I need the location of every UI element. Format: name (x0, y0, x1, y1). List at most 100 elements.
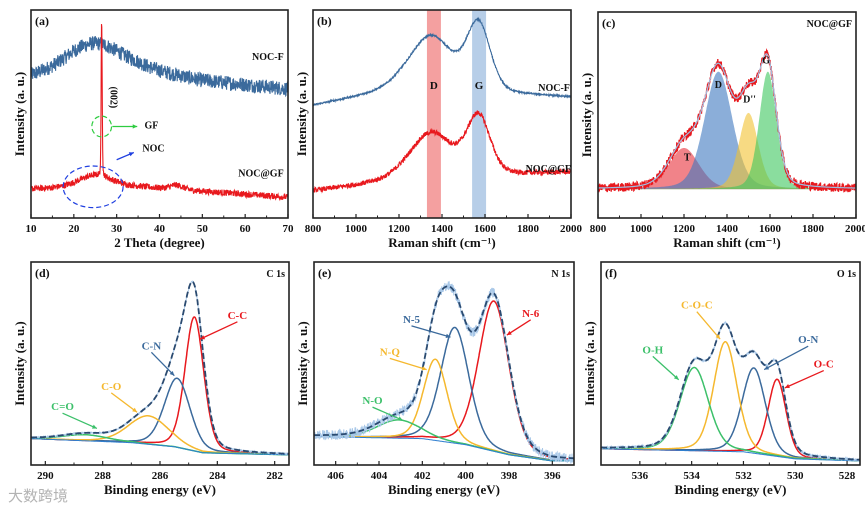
corner-label: NOC@GF (807, 19, 852, 30)
peak-label: O-C (814, 359, 834, 371)
corner-label: N 1s (551, 269, 570, 280)
background-line (314, 436, 574, 462)
panel-e: 406 404 402 400 398 396 Binding energy (eV) Int… (295, 261, 575, 497)
ellipse-GF (91, 115, 113, 138)
x-tick-label: 60 (240, 223, 252, 235)
x-tick-label: 404 (371, 470, 388, 482)
watermark: 大数跨境 (8, 487, 69, 505)
peak-D (598, 71, 856, 190)
x-tick-label: 288 (94, 470, 111, 482)
peak-label: C=O (51, 401, 74, 413)
x-tick-label: 800 (305, 223, 322, 235)
panel-label: (d) (35, 266, 50, 280)
plot-area (31, 280, 289, 456)
arrowhead-icon (91, 424, 97, 429)
panel-d: 290 288 286 284 282 Binding energy (eV) Intens… (12, 261, 290, 497)
arrowhead-icon (673, 375, 679, 380)
x-tick-label: 282 (266, 470, 283, 482)
fit-envelope (598, 53, 856, 189)
panel-label: (e) (318, 266, 331, 280)
peak-T (598, 148, 856, 190)
x-tick-label: 1600 (759, 223, 782, 235)
arrowhead-icon (764, 365, 770, 370)
x-tick-label: 396 (544, 470, 561, 482)
x-tick-label: 286 (152, 470, 169, 482)
plot-area (314, 280, 574, 464)
panel-b: 800 1000 1200 1400 1600 1800 2000 Raman shift (… (294, 9, 583, 250)
panel-label: (b) (317, 14, 332, 28)
y-axis-label: Intensity (a. u.) (12, 321, 27, 406)
arrow-O-C (784, 369, 825, 389)
annotation-label: GF (145, 121, 159, 132)
peak-label: C-O-C (681, 300, 713, 312)
peak-label: O-N (798, 334, 818, 346)
x-tick-label: 20 (68, 223, 80, 235)
background-line (31, 438, 289, 456)
x-axis-label: Raman shift (cm⁻¹) (673, 235, 781, 250)
arrow-C-C (199, 321, 238, 340)
arrowhead-icon (715, 334, 721, 340)
y-axis-label: Intensity (a. u.) (582, 321, 597, 406)
arrowhead-icon (128, 152, 134, 157)
arrow-C-O-C (696, 311, 721, 340)
x-tick-label: 1200 (388, 223, 411, 235)
peak-label: N-Q (380, 346, 401, 358)
panel-label: (a) (35, 14, 49, 28)
series-NOC-F (313, 16, 571, 107)
x-tick-label: 30 (111, 223, 123, 235)
x-tick-label: 530 (787, 470, 804, 482)
corner-label: O 1s (837, 269, 856, 280)
peak-label: T (684, 152, 691, 163)
series-label: NOC@GF (526, 164, 571, 175)
arrow-C-N (150, 351, 175, 377)
x-tick-label: 1200 (673, 223, 696, 235)
fit-envelope (314, 285, 574, 460)
series-NOC@GF (31, 24, 288, 202)
background-line (601, 448, 860, 462)
arrow-N-O (372, 406, 404, 421)
x-tick-label: 70 (283, 223, 295, 235)
peak-N-O (314, 419, 574, 462)
y-axis-label: Intensity (a. u.) (294, 72, 309, 157)
arrow-O-H (652, 355, 680, 381)
peak-label: C-N (142, 340, 162, 352)
x-axis-label: Raman shift (cm⁻¹) (388, 235, 496, 250)
x-tick-label: 1400 (431, 223, 454, 235)
x-tick-label: 50 (197, 223, 209, 235)
panel-label: (c) (602, 16, 615, 30)
x-tick-label: 528 (839, 470, 856, 482)
band-label: D (430, 80, 438, 92)
x-tick-label: 10 (26, 223, 38, 235)
arrowhead-icon (784, 384, 790, 389)
raw-data (598, 47, 856, 193)
x-tick-label: 534 (683, 470, 700, 482)
band-label: G (475, 80, 484, 92)
panel-label: (f) (605, 266, 617, 280)
fit-envelope (31, 280, 289, 455)
annotation-label: NOC (142, 143, 164, 154)
series-NOC-F (31, 36, 288, 98)
arrowhead-icon (397, 416, 403, 421)
x-tick-label: 1600 (474, 223, 497, 235)
annotation-label: (002) (108, 87, 119, 109)
x-tick-label: 1800 (517, 223, 540, 235)
x-tick-label: 1800 (802, 223, 825, 235)
series-label: NOC@GF (238, 168, 283, 179)
arrow-O-N (763, 345, 809, 371)
arrow-N-6 (506, 319, 532, 336)
raw-data (31, 280, 289, 456)
x-tick-label: 2000 (845, 223, 865, 235)
x-tick-label: 284 (209, 470, 226, 482)
y-axis-label: Intensity (a. u.) (579, 73, 594, 158)
x-tick-label: 1400 (716, 223, 739, 235)
arrowhead-icon (506, 330, 512, 336)
x-tick-label: 800 (590, 223, 607, 235)
series-NOC@GF (313, 110, 571, 194)
y-axis-label: Intensity (a. u.) (295, 321, 310, 406)
x-tick-label: 406 (327, 470, 344, 482)
plot-frame (600, 261, 861, 466)
x-tick-label: 1000 (345, 223, 368, 235)
arrow-N-Q (389, 357, 427, 371)
arrow-C-O (110, 392, 138, 413)
band-D (426, 10, 441, 218)
